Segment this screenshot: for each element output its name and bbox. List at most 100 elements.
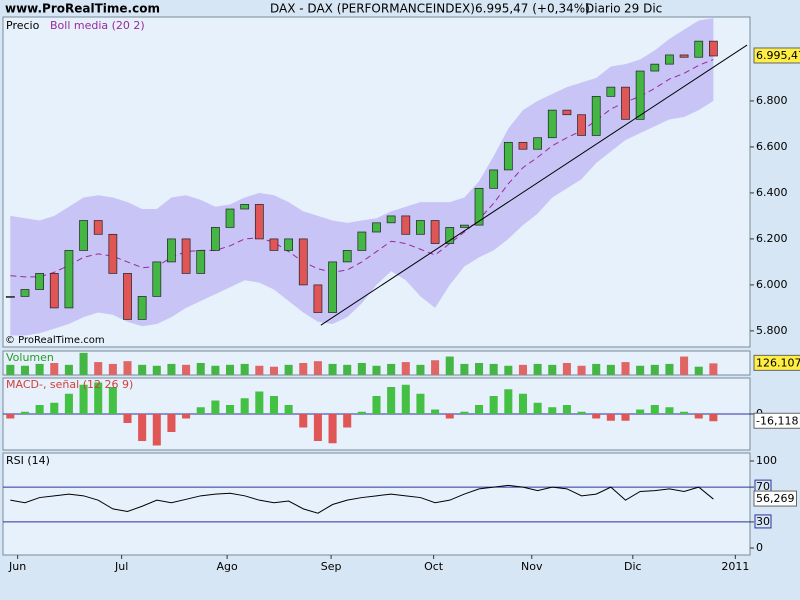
bar: [255, 365, 264, 375]
panel: [2, 452, 751, 556]
y-tick-label: 6.600: [756, 140, 788, 153]
bar: [680, 356, 689, 375]
y-tick-label: 100: [756, 454, 777, 467]
bar: [665, 363, 674, 375]
bar: [592, 363, 601, 375]
candle: [313, 284, 323, 313]
candle: [211, 227, 220, 251]
bar: [50, 363, 59, 375]
bar: [328, 363, 337, 375]
bar: [460, 363, 469, 375]
bar: [299, 414, 308, 428]
candle: [489, 169, 499, 189]
bar: [665, 407, 674, 414]
bar: [94, 382, 103, 414]
bar: [518, 393, 527, 414]
bar: [401, 362, 410, 375]
bar: [226, 405, 235, 414]
candle: [123, 273, 132, 320]
candle: [152, 261, 162, 297]
candle: [196, 250, 206, 274]
candle: [137, 296, 147, 320]
candle: [445, 227, 455, 244]
candle: [665, 54, 674, 65]
bar: [372, 396, 381, 414]
bar: [35, 363, 44, 375]
bar: [636, 365, 645, 375]
bar: [299, 363, 308, 375]
y-tick-label: 6.000: [756, 278, 788, 291]
bar: [226, 364, 235, 375]
bar: [182, 414, 191, 419]
bar: [636, 409, 645, 414]
bar: [562, 363, 571, 375]
bar: [255, 391, 264, 414]
candle: [533, 137, 542, 150]
bar: [182, 364, 191, 375]
bar: [123, 414, 132, 423]
bar: [548, 407, 557, 414]
bar: [475, 405, 484, 414]
last-value-box: [753, 47, 800, 64]
y-tick-label: 30: [756, 515, 770, 528]
bar: [211, 400, 220, 414]
candle: [635, 70, 645, 120]
x-tick-label: 2011: [721, 560, 749, 573]
overlay-label: Boll media (20 2): [50, 19, 145, 32]
candle: [474, 187, 484, 226]
candle: [181, 238, 191, 274]
bar: [709, 414, 718, 422]
bar: [357, 363, 366, 375]
x-tick-label: Jun: [8, 560, 26, 573]
bar: [562, 405, 571, 414]
bar: [680, 411, 689, 414]
bar: [167, 363, 176, 375]
bar: [372, 365, 381, 375]
bar: [533, 363, 542, 375]
candle: [562, 109, 572, 116]
bar: [284, 364, 293, 375]
bar: [606, 414, 615, 421]
x-tick-label: Sep: [321, 560, 342, 573]
plot: [3, 484, 750, 523]
candle: [342, 250, 352, 263]
bar: [694, 366, 703, 375]
bar: [533, 402, 542, 414]
bar: [167, 414, 176, 432]
bar: [108, 363, 117, 375]
bar: [606, 364, 615, 375]
bar: [284, 405, 293, 414]
copyright: © ProRealTime.com: [5, 335, 105, 346]
bar: [35, 405, 44, 414]
site[interactable]: www.ProRealTime.com: [5, 2, 160, 16]
bar: [504, 389, 513, 414]
bar: [313, 414, 322, 441]
candle: [20, 289, 30, 297]
rsi-line: [10, 484, 714, 514]
trendline: [320, 44, 748, 326]
date: 29 Dic: [624, 2, 662, 16]
tick-box: [754, 514, 772, 529]
candle: [64, 250, 74, 309]
candle: [240, 204, 250, 210]
candle: [503, 141, 513, 171]
last-value-box: [753, 354, 800, 371]
bar: [79, 352, 88, 375]
y-tick-label: 5.800: [756, 324, 788, 337]
bar: [431, 409, 440, 414]
bar: [269, 366, 278, 375]
bar: [387, 363, 396, 375]
bar: [240, 363, 249, 375]
candle: [694, 40, 704, 58]
y-tick-label: 0: [756, 541, 763, 554]
candle: [416, 220, 425, 235]
candle: [79, 220, 88, 251]
bar: [592, 414, 601, 419]
bar: [577, 411, 586, 414]
panel-label: Precio: [6, 19, 40, 32]
candle: [386, 215, 396, 224]
bar: [79, 384, 88, 414]
candle: [606, 86, 616, 97]
bar: [343, 414, 352, 428]
bar: [196, 407, 205, 414]
